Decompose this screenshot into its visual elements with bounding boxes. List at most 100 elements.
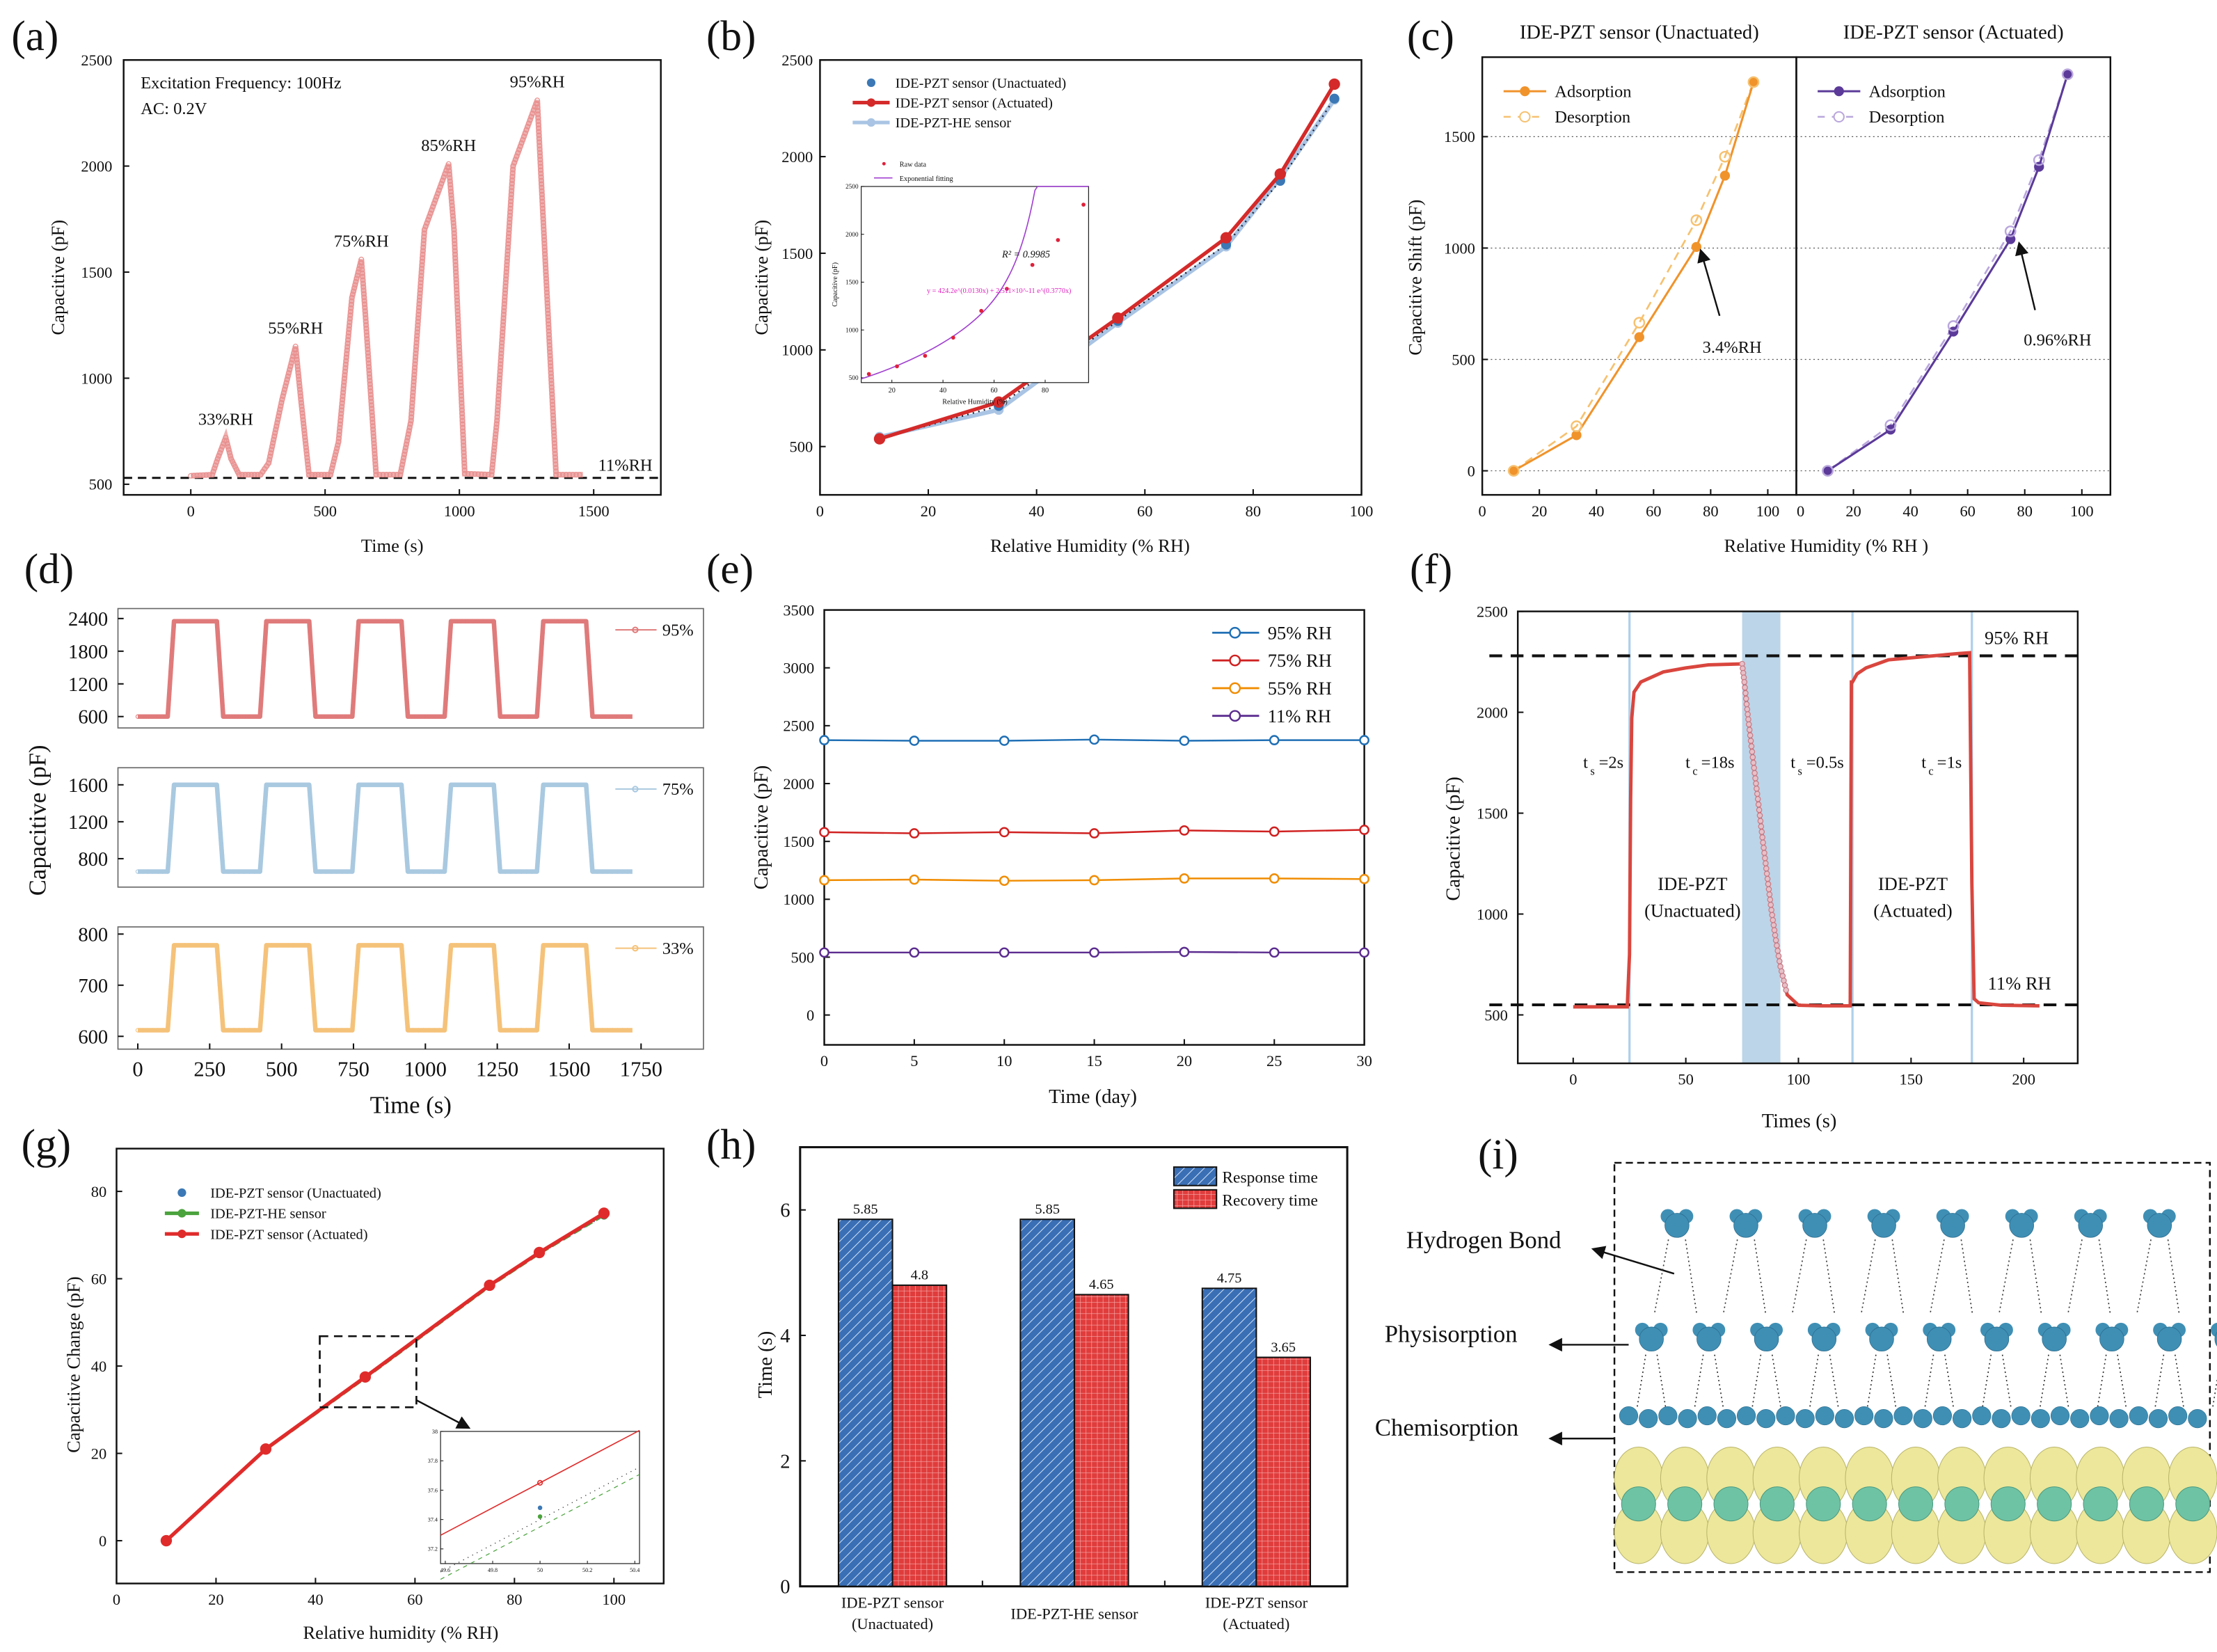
y-tick-label: 2000 — [783, 775, 814, 793]
data-point — [462, 470, 468, 477]
data-point — [310, 826, 315, 831]
data-point — [307, 948, 312, 953]
raw-data-point — [866, 372, 871, 376]
raw-data-point — [923, 354, 928, 358]
data-point — [399, 465, 405, 471]
physisorption-line — [1656, 1354, 1667, 1408]
data-point — [615, 714, 620, 719]
x-tick-label: 1500 — [548, 1057, 590, 1081]
inset-y-axis-label: Capacitive (pF) — [832, 262, 839, 307]
data-point — [456, 343, 462, 349]
data-point — [497, 375, 502, 381]
data-point — [367, 782, 372, 787]
data-point — [411, 386, 416, 392]
data-point — [539, 815, 543, 820]
data-point — [225, 447, 232, 453]
diagram-frame — [1613, 1161, 2211, 1573]
region-label: (Actuated) — [1873, 900, 1953, 921]
data-point — [310, 675, 315, 680]
panel-label: (g) — [22, 1121, 71, 1168]
adsorption-point — [1509, 466, 1519, 476]
hydrogen-bond-line — [2029, 1239, 2042, 1315]
data-point — [539, 965, 544, 971]
data-point — [309, 971, 314, 976]
substrate-core-atom — [2037, 1486, 2072, 1522]
data-point — [351, 1017, 356, 1022]
data-point — [496, 386, 502, 392]
data-point — [365, 350, 371, 356]
data-point — [168, 826, 173, 831]
y-tick-label: 20 — [91, 1445, 106, 1462]
data-point — [342, 372, 348, 378]
chemisorbed-molecule — [1639, 1409, 1658, 1429]
data-point — [585, 799, 590, 804]
inset-point — [537, 1479, 543, 1486]
subplot-title: IDE-PZT sensor (Unactuated) — [1520, 22, 1759, 44]
data-point — [493, 646, 498, 652]
data-point — [414, 329, 420, 335]
data-point — [545, 314, 551, 320]
data-point — [169, 971, 175, 976]
data-point — [310, 988, 315, 993]
data-point — [351, 692, 356, 697]
data-point — [354, 804, 360, 809]
data-point — [1763, 871, 1770, 877]
data-point — [363, 315, 369, 321]
x-tick-label: 40 — [1902, 502, 1918, 520]
data-point — [573, 472, 579, 478]
data-point — [167, 999, 173, 1004]
data-point — [209, 782, 214, 787]
data-point — [378, 943, 383, 948]
data-point — [435, 191, 440, 196]
x-tick-label: 500 — [313, 502, 337, 520]
data-point — [527, 117, 533, 123]
data-point — [312, 692, 317, 697]
bar-value-label: 3.65 — [1271, 1340, 1296, 1355]
level-label: 95% RH — [1985, 628, 2049, 649]
data-point — [404, 434, 411, 440]
data-point — [416, 869, 421, 874]
data-point — [500, 326, 506, 332]
data-point — [352, 994, 358, 999]
data-point — [260, 994, 265, 999]
data-point — [141, 869, 145, 874]
data-point — [537, 681, 542, 685]
data-point — [177, 943, 182, 948]
data-point — [494, 411, 500, 417]
x-tick-label: 25 — [1266, 1052, 1282, 1070]
data-point — [383, 782, 388, 787]
data-point — [537, 675, 542, 680]
legend-marker — [866, 118, 876, 127]
data-point — [455, 322, 461, 328]
data-point — [504, 262, 510, 268]
data-point — [297, 386, 303, 392]
x-tick-label: 80 — [2017, 502, 2033, 520]
data-point — [291, 619, 296, 624]
data-point — [291, 782, 296, 787]
hydrogen-bond-line — [1891, 1239, 1905, 1315]
data-point — [295, 370, 301, 376]
data-point — [524, 714, 529, 719]
data-point — [361, 782, 367, 787]
data-point — [340, 1028, 344, 1033]
data-point — [446, 168, 452, 174]
data-point — [445, 161, 452, 167]
data-point — [491, 445, 498, 451]
data-point — [260, 842, 264, 847]
data-point — [402, 826, 407, 831]
data-point — [418, 273, 424, 279]
inset-he-line — [440, 1474, 640, 1580]
time-label-value: =2s — [1599, 753, 1624, 772]
annotation-arrow — [1697, 248, 1721, 317]
data-point — [362, 305, 368, 310]
data-point — [400, 799, 405, 804]
substrate-core-atom — [2129, 1486, 2164, 1522]
data-point — [495, 392, 502, 399]
data-point — [305, 458, 310, 464]
data-point — [615, 1028, 620, 1033]
data-point — [551, 429, 557, 436]
x-tick-label: 1500 — [578, 502, 610, 520]
data-point — [1764, 875, 1771, 882]
data-point — [1757, 818, 1764, 825]
x-tick-label: 20 — [1532, 502, 1547, 520]
